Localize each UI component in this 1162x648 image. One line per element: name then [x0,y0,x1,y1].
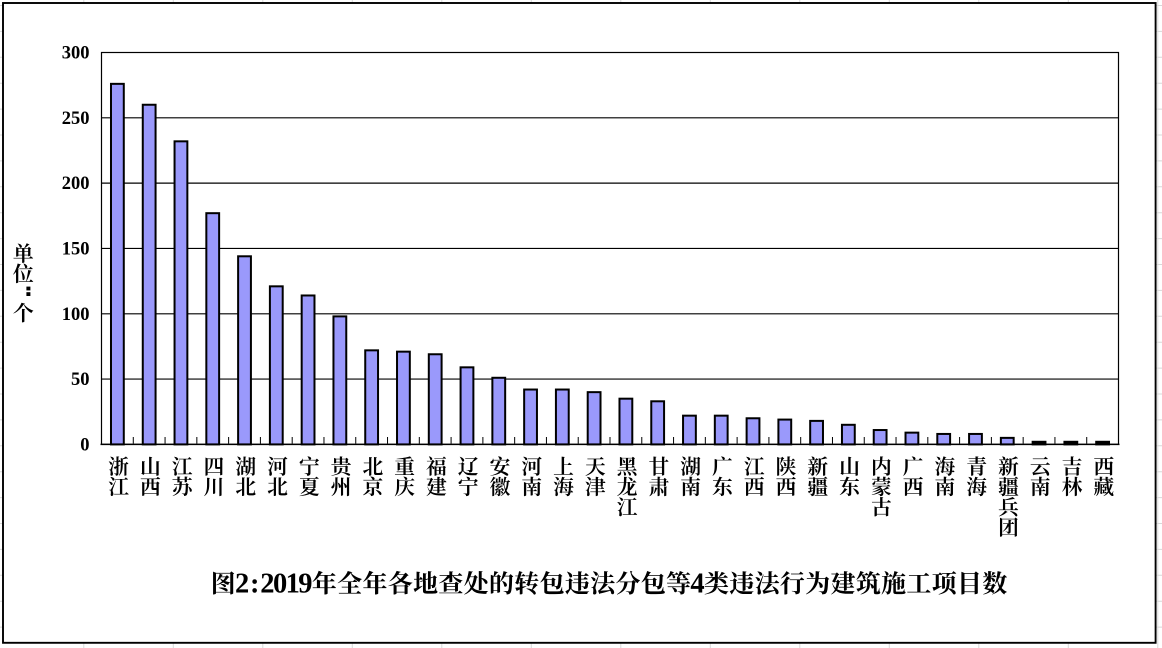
svg-text:0: 0 [273,568,287,599]
svg-text:4: 4 [690,568,704,599]
svg-text:9: 9 [298,568,312,599]
svg-text::: : [250,568,260,599]
svg-text:150: 150 [62,239,90,259]
svg-text:50: 50 [71,370,90,390]
svg-text:0: 0 [80,435,89,455]
svg-text:200: 200 [62,174,90,194]
svg-text:250: 250 [62,109,90,129]
svg-text:2: 2 [260,568,274,599]
svg-text:100: 100 [62,305,90,325]
svg-text:2: 2 [235,568,249,599]
svg-text:300: 300 [62,44,90,64]
svg-text:1: 1 [286,568,300,599]
